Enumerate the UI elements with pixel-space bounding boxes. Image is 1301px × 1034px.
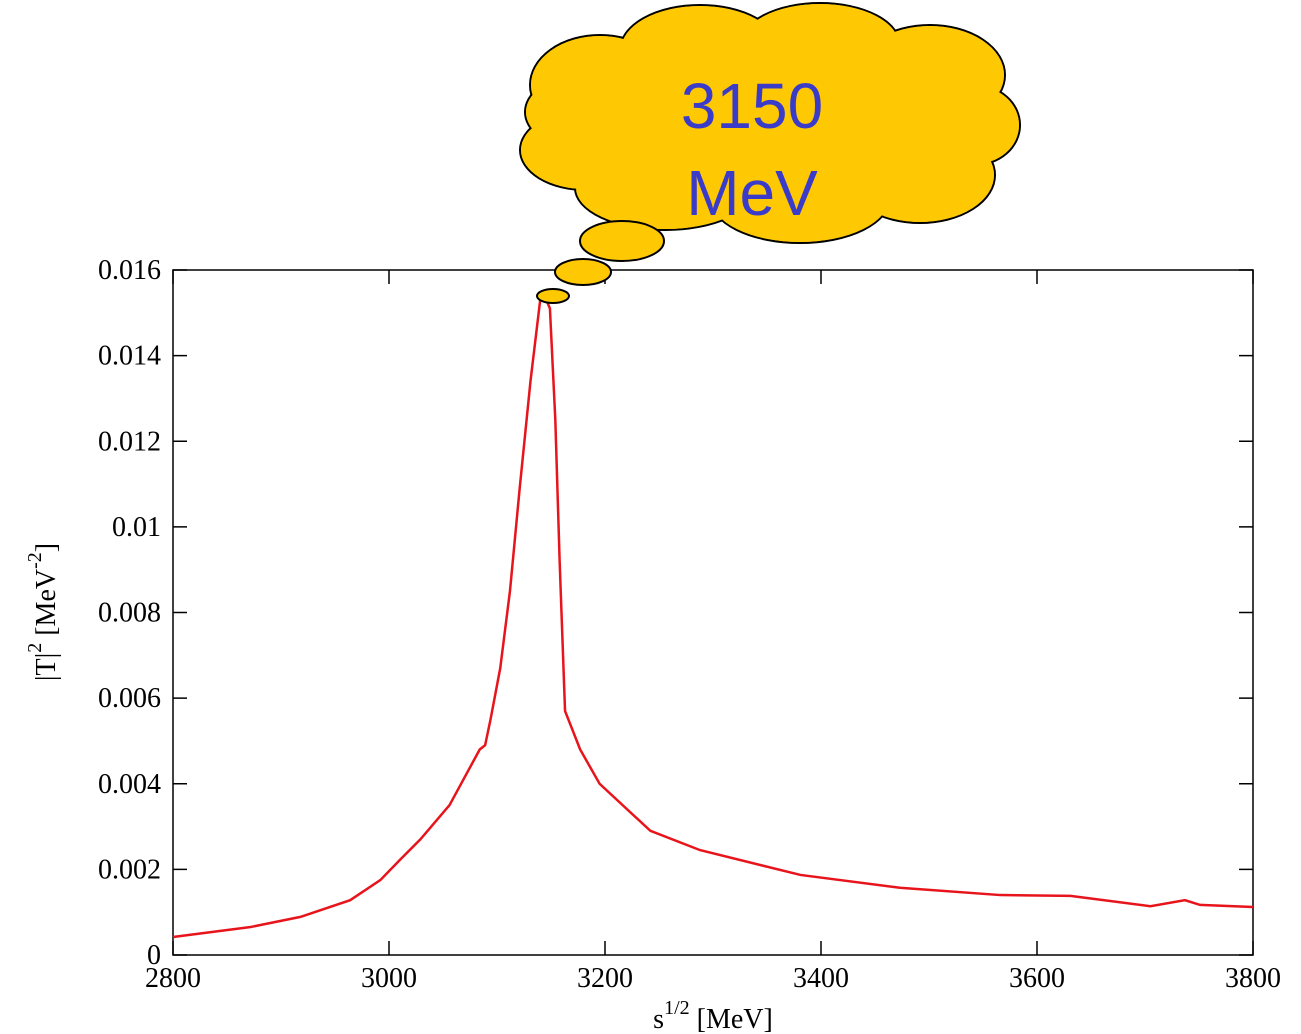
plot-area: 0 0.002 0.004 0.006 0.008 0.01 0.012 0.014 0.016… [98, 255, 1281, 994]
y-tick-label: 0.016 [98, 255, 161, 286]
x-tick-label: 2800 [145, 963, 201, 994]
y-label-sup: 2 [24, 643, 46, 653]
x-tick-label: 3000 [361, 963, 417, 994]
annotation: 3150 [681, 70, 823, 142]
y-tick-label: 0.004 [98, 769, 161, 800]
y-tick-label: 0.012 [98, 426, 161, 457]
y-tick-label: 0.01 [112, 512, 161, 543]
x-tick-label: 3800 [1225, 963, 1281, 994]
x-label-part: [MeV] [690, 1004, 773, 1034]
x-label-part: s [653, 1004, 664, 1034]
y-label-part: ] [31, 543, 62, 552]
x-tick-label: 3200 [577, 963, 633, 994]
x-axis-label: s1/2 [MeV] [653, 997, 773, 1034]
y-axis-label: |T|2 [MeV-2] [24, 543, 62, 681]
y-label-part: |T| [31, 653, 62, 681]
x-label-sup: 1/2 [664, 997, 690, 1019]
y-tick-label: 0.008 [98, 598, 161, 629]
thought-cloud [519, 2, 1021, 304]
y-tick-label: 0.006 [98, 683, 161, 714]
y-tick-label: 0.002 [98, 854, 161, 885]
annotation: MeV [686, 157, 818, 229]
y-label-part: [MeV [31, 569, 62, 643]
x-tick-label: 3600 [1009, 963, 1065, 994]
y-tick-label: 0 [147, 940, 161, 971]
y-tick-label: 0.014 [98, 341, 161, 372]
y-label-sup: -2 [24, 552, 46, 569]
x-tick-label: 3400 [793, 963, 849, 994]
data-line [172, 293, 1254, 939]
